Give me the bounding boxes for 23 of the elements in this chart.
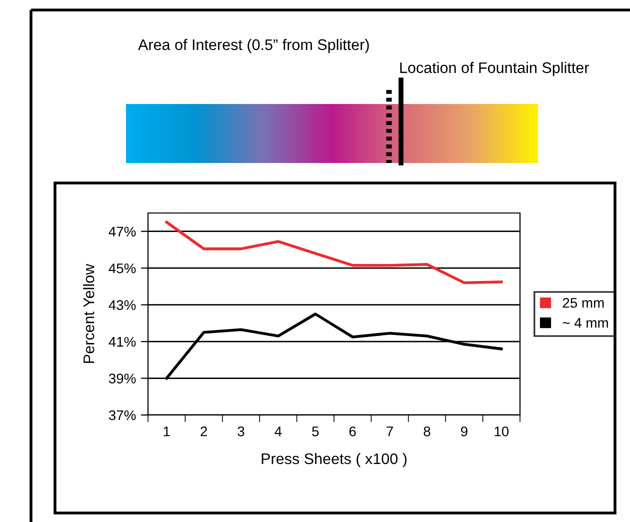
y-tick-label: 47% bbox=[108, 226, 136, 236]
x-tick-label: 1 bbox=[164, 426, 170, 436]
y-tick-label: 37% bbox=[108, 410, 136, 420]
x-tick-label: 3 bbox=[238, 426, 244, 436]
x-tick-label: 8 bbox=[424, 426, 430, 436]
legend-label: 25 mm bbox=[562, 298, 604, 308]
y-tick-label: 45% bbox=[108, 263, 136, 274]
y-axis-title: Percent Yellow bbox=[83, 264, 94, 363]
x-tick-label: 9 bbox=[460, 426, 468, 436]
x-tick-label: 10 bbox=[494, 426, 509, 436]
x-tick-label: 5 bbox=[312, 426, 319, 436]
legend-label: ~ 4 mm bbox=[562, 318, 608, 328]
y-tick-label: 41% bbox=[108, 336, 136, 347]
x-tick-label: 7 bbox=[386, 426, 393, 436]
text: Area of Interest (0.5” from Splitter) bbox=[138, 38, 369, 54]
text: Location of Fountain Splitter bbox=[400, 62, 589, 76]
y-tick-label: 39% bbox=[108, 374, 136, 384]
x-axis-title: Press Sheets ( x100 ) bbox=[262, 452, 407, 468]
x-tick-label: 4 bbox=[274, 426, 282, 436]
y-tick-label: 43% bbox=[108, 300, 136, 310]
x-tick-label: 6 bbox=[349, 426, 356, 436]
x-tick-label: 2 bbox=[200, 426, 207, 436]
line-series bbox=[165, 220, 503, 284]
